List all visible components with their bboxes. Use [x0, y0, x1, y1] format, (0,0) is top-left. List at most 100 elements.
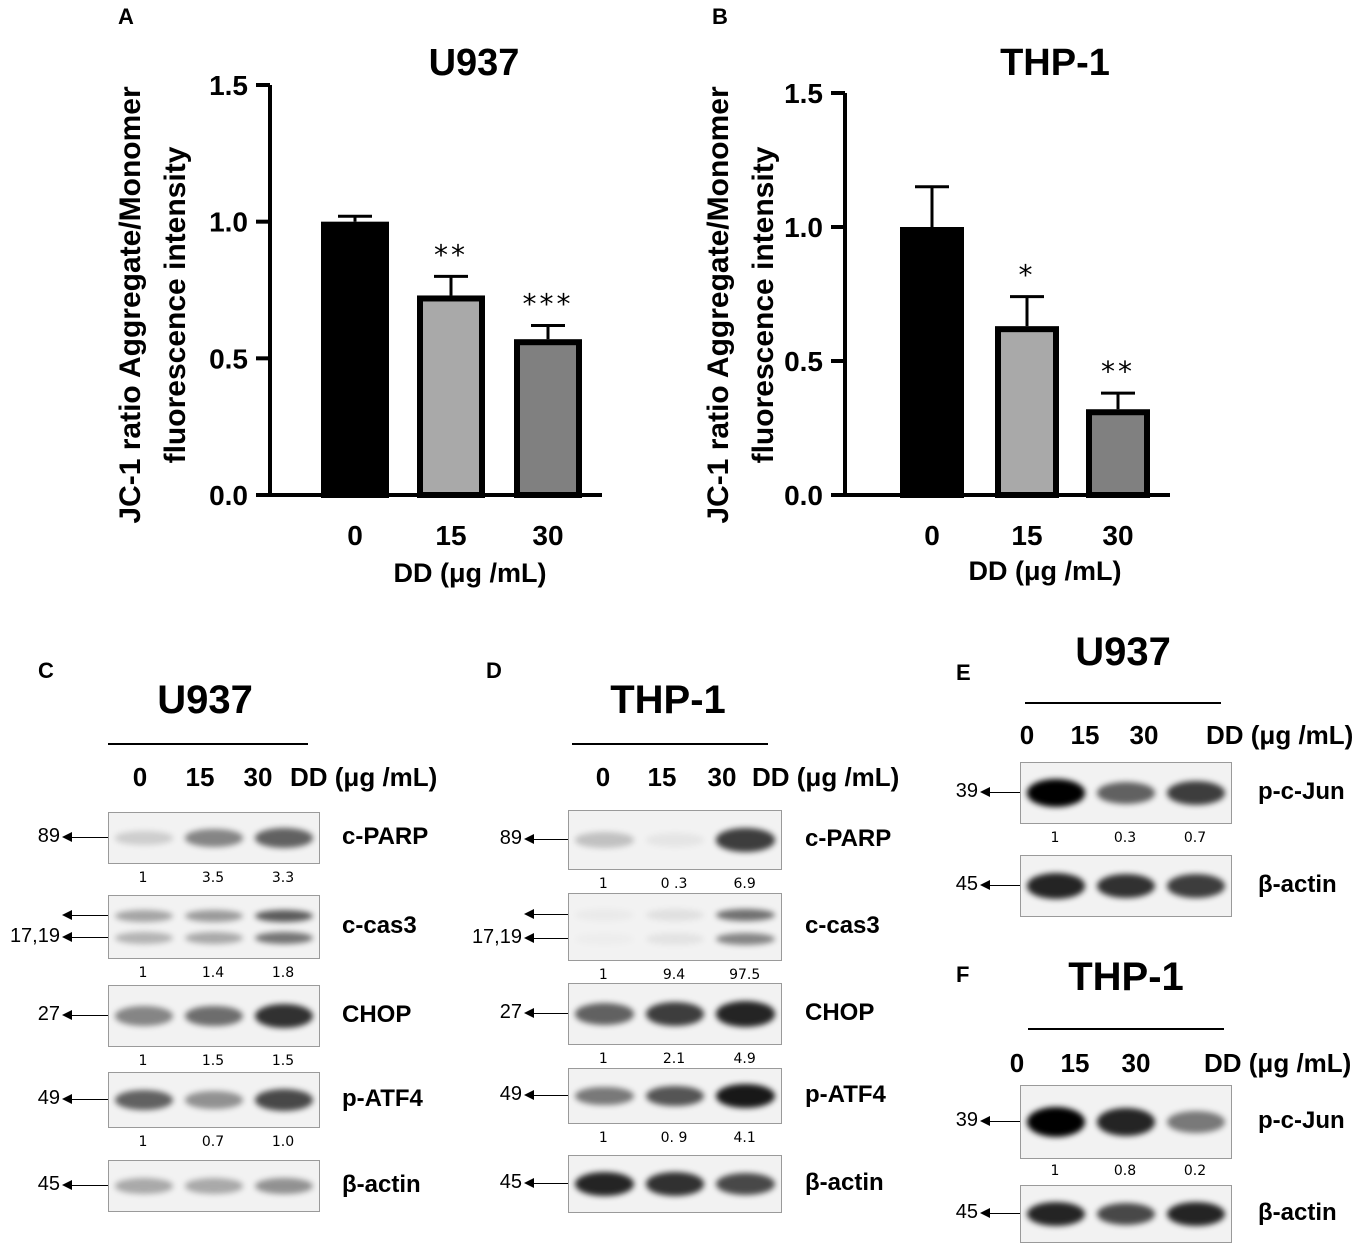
lane-label: 30	[1129, 720, 1159, 750]
quantification-value: 1	[1050, 830, 1060, 846]
blot-strip	[568, 983, 782, 1045]
blot-strip	[568, 893, 782, 961]
blot-title: THP-1	[1068, 955, 1184, 999]
quantification-value: 1	[138, 965, 148, 981]
protein-band	[255, 1003, 313, 1029]
lane-label: 15	[185, 762, 215, 792]
significance-marker: **	[434, 238, 468, 271]
mw-arrow	[62, 1094, 108, 1104]
quantification-value: 0.8	[1113, 1163, 1137, 1179]
chart-title: THP-1	[1000, 42, 1110, 84]
protein-band	[115, 831, 173, 845]
quantification-value: 1.5	[271, 1053, 295, 1069]
mw-arrow	[524, 1178, 568, 1188]
blot-strip	[1020, 855, 1232, 917]
quantification-value: 1.0	[271, 1134, 295, 1150]
mw-marker: 27	[499, 1001, 522, 1023]
protein-band	[716, 1083, 775, 1109]
panel-letter: A	[118, 4, 134, 29]
mw-arrow	[980, 1208, 1020, 1218]
significance-marker: ***	[523, 288, 574, 321]
protein-band	[1097, 1202, 1155, 1226]
lane-label: 0	[132, 762, 148, 792]
protein-band	[255, 932, 313, 945]
quantification-value: 3.3	[271, 870, 295, 886]
y-axis-label: JC-1 ratio Aggregate/Monomer	[702, 86, 735, 524]
quantification-value: 1	[138, 1053, 148, 1069]
protein-band	[185, 829, 243, 847]
protein-band	[716, 909, 775, 922]
quantification-value: 2.1	[662, 1051, 686, 1067]
protein-label: c-PARP	[342, 823, 429, 850]
protein-band	[575, 909, 634, 921]
panel-letter: E	[956, 660, 971, 685]
protein-band	[1167, 781, 1225, 805]
protein-band	[115, 1089, 173, 1111]
quantification-value: 1	[138, 870, 148, 886]
y-axis-label: fluorescence intensity	[159, 146, 192, 463]
y-axis-label: fluorescence intensity	[747, 146, 780, 463]
blot-strip	[108, 1072, 320, 1128]
protein-label: p-c-Jun	[1258, 778, 1345, 805]
quantification-value: 1	[598, 967, 608, 983]
x-axis-label: DD (μg /mL)	[969, 556, 1122, 586]
mw-marker: 45	[955, 873, 978, 895]
bar	[900, 227, 964, 498]
protein-band	[575, 1003, 634, 1025]
units-label: DD (μg /mL)	[1204, 1048, 1352, 1078]
quantification-value: 1	[1050, 1163, 1060, 1179]
x-tick-label: 30	[532, 520, 563, 551]
quantification-value: 3.5	[201, 870, 225, 886]
mw-marker: 17,19	[9, 925, 60, 948]
mw-marker: 49	[499, 1083, 522, 1105]
y-tick-label: 1.0	[209, 207, 248, 238]
protein-band	[1167, 1110, 1225, 1134]
x-tick-label: 0	[924, 520, 940, 551]
protein-band	[645, 932, 705, 945]
mw-marker: 27	[37, 1003, 60, 1025]
blot-strip	[108, 985, 320, 1047]
panel-letter: F	[956, 962, 970, 987]
lane-label: 0	[595, 762, 611, 792]
blot-title: U937	[1075, 630, 1171, 674]
units-label: DD (μg /mL)	[1206, 720, 1354, 750]
y-tick-label: 1.0	[784, 212, 823, 243]
protein-band	[255, 1089, 313, 1111]
protein-label: β-actin	[1258, 871, 1337, 898]
lane-label: 30	[707, 762, 737, 792]
quantification-value: 1.8	[271, 965, 295, 981]
protein-band	[575, 933, 634, 945]
blot-strip	[568, 1068, 782, 1124]
protein-band	[255, 909, 313, 922]
protein-band	[1027, 779, 1085, 807]
protein-label: CHOP	[805, 999, 875, 1026]
units-label: DD (μg /mL)	[290, 762, 438, 792]
protein-band	[185, 932, 243, 945]
mw-arrow	[980, 787, 1020, 797]
bar	[995, 326, 1059, 498]
mw-marker: 45	[955, 1201, 978, 1223]
lane-label: 0	[1019, 720, 1035, 750]
quantification-value: 0. 9	[660, 1130, 688, 1146]
protein-band	[1027, 1201, 1085, 1227]
y-tick-label: 0.0	[784, 480, 823, 511]
protein-band	[575, 832, 634, 848]
x-tick-label: 30	[1102, 520, 1133, 551]
x-tick-label: 15	[435, 520, 466, 551]
bar	[417, 295, 485, 499]
protein-label: c-cas3	[342, 912, 417, 939]
blot-strip	[568, 810, 782, 870]
protein-band	[255, 828, 313, 848]
protein-band	[185, 909, 243, 922]
quantification-value: 1	[598, 876, 608, 892]
mw-marker: 89	[499, 827, 522, 849]
blot-strip	[108, 1160, 320, 1212]
protein-band	[645, 909, 705, 922]
mw-arrow	[62, 1010, 108, 1020]
mw-arrow	[62, 909, 108, 920]
protein-band	[185, 1091, 243, 1109]
panel-letter: C	[38, 658, 54, 683]
mw-arrow	[62, 1180, 108, 1190]
quantification-value: 1.5	[201, 1053, 225, 1069]
protein-label: p-ATF4	[805, 1081, 886, 1108]
